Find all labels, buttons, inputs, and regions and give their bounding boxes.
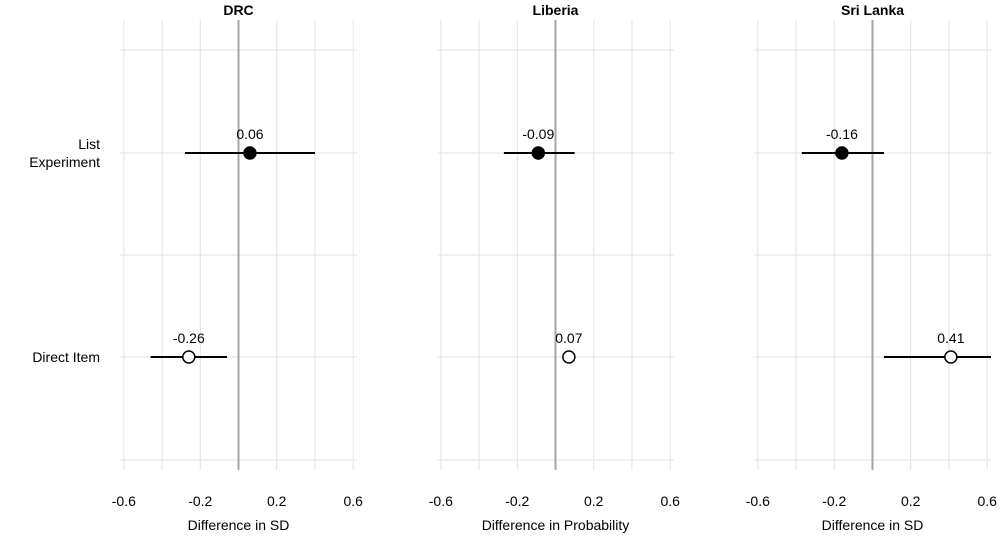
- x-tick-label: 0.2: [267, 493, 287, 509]
- x-tick-label: 0.6: [977, 493, 997, 509]
- x-tick-label: 0.6: [343, 493, 363, 509]
- category-label-list-experiment: List: [78, 136, 100, 152]
- point-estimate-drc-direct-item: [182, 350, 196, 364]
- point-estimate-drc-list-experiment: [243, 146, 257, 160]
- point-estimate-liberia-direct-item: [562, 350, 576, 364]
- x-tick-label: -0.2: [188, 493, 212, 509]
- point-estimate-sri-lanka-list-experiment: [835, 146, 849, 160]
- x-tick-label: 0.2: [584, 493, 604, 509]
- x-axis-title: Difference in Probability: [482, 517, 630, 533]
- x-axis-title: Difference in SD: [188, 517, 290, 533]
- x-tick-label: -0.2: [505, 493, 529, 509]
- x-axis-title: Difference in SD: [822, 517, 924, 533]
- category-label-list-experiment: Experiment: [29, 154, 100, 170]
- value-label-sri-lanka-list-experiment: -0.16: [826, 126, 858, 142]
- point-estimate-liberia-list-experiment: [531, 146, 546, 160]
- panel-title-liberia: Liberia: [533, 2, 579, 18]
- category-label-direct-item: Direct Item: [32, 349, 100, 365]
- x-tick-label: -0.2: [822, 493, 846, 509]
- x-tick-label: 0.6: [660, 493, 680, 509]
- panel-title-drc: DRC: [223, 2, 253, 18]
- value-label-drc-list-experiment: 0.06: [236, 126, 263, 142]
- x-tick-label: -0.6: [746, 493, 770, 509]
- x-tick-label: -0.6: [112, 493, 136, 509]
- value-label-sri-lanka-direct-item: 0.41: [937, 330, 964, 346]
- value-label-liberia-list-experiment: -0.09: [522, 126, 554, 142]
- point-estimate-sri-lanka-direct-item: [944, 350, 958, 364]
- panel-title-sri-lanka: Sri Lanka: [841, 2, 904, 18]
- value-label-drc-direct-item: -0.26: [173, 330, 205, 346]
- x-tick-label: 0.2: [901, 493, 921, 509]
- x-tick-label: -0.6: [429, 493, 453, 509]
- value-label-liberia-direct-item: 0.07: [555, 330, 582, 346]
